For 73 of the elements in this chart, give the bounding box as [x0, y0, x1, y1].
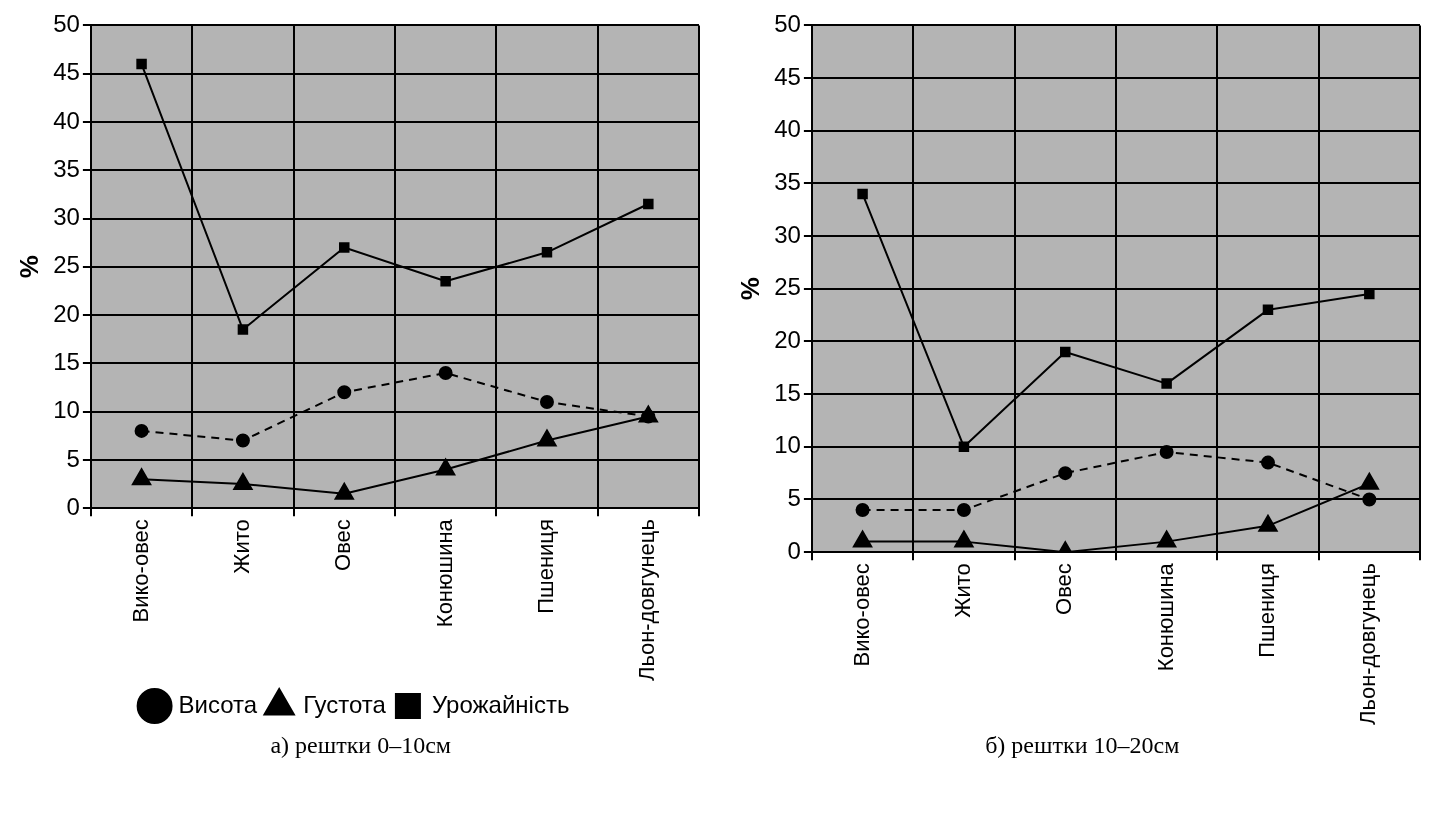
- y-tick-label: 35: [52, 154, 80, 182]
- y-tick-label: 45: [774, 62, 802, 90]
- point: [1258, 514, 1278, 532]
- point: [1262, 304, 1274, 316]
- x-tick-label: Пшениця: [532, 519, 558, 614]
- legend-label: Урожайність: [431, 690, 570, 718]
- y-tick-label: 50: [774, 10, 802, 38]
- point: [233, 473, 253, 491]
- point: [1058, 466, 1073, 481]
- point: [539, 394, 554, 409]
- text: б) рештки 10–20см: [985, 732, 1180, 759]
- y-tick-label: 25: [774, 273, 802, 301]
- x-tick-label: Льон-довгунець: [1355, 563, 1381, 725]
- point: [435, 458, 456, 476]
- text: а) рештки 0–10см: [270, 732, 452, 759]
- y-tick-label: 40: [52, 106, 80, 134]
- x-tick-label: Овес: [330, 519, 356, 571]
- point: [334, 482, 354, 500]
- point: [1161, 378, 1173, 389]
- x-tick-label: Конюшина: [1152, 562, 1178, 672]
- point: [237, 324, 248, 335]
- point: [136, 58, 147, 70]
- point: [857, 188, 869, 200]
- x-tick-label: Вико-овес: [127, 519, 153, 623]
- y-tick-label: 20: [774, 326, 802, 354]
- point: [134, 423, 149, 438]
- x-tick-label: Пшениця: [1254, 563, 1280, 658]
- point: [954, 530, 974, 548]
- point: [338, 242, 350, 253]
- y-tick-label: 20: [52, 299, 80, 327]
- y-tick-label: 5: [66, 444, 80, 472]
- y-tick-label: 30: [52, 203, 80, 231]
- point: [1359, 472, 1380, 490]
- point: [855, 503, 870, 518]
- y-tick-label: 10: [52, 396, 80, 424]
- y-tick-label: 25: [52, 251, 80, 279]
- y-axis-title: %: [735, 277, 766, 301]
- point: [1362, 492, 1377, 507]
- y-tick-label: 40: [774, 115, 802, 143]
- x-tick-label: Конюшина: [431, 518, 457, 628]
- point: [541, 247, 552, 258]
- point: [853, 530, 873, 548]
- y-tick-label: 15: [52, 347, 80, 375]
- y-tick-label: 35: [774, 168, 802, 196]
- y-tick-label: 5: [787, 484, 802, 512]
- point: [642, 198, 654, 210]
- point: [131, 468, 151, 486]
- point: [1060, 346, 1071, 358]
- y-tick-label: 30: [774, 220, 802, 248]
- point: [438, 365, 453, 380]
- point: [958, 441, 970, 453]
- x-tick-label: Овес: [1051, 563, 1077, 615]
- x-tick-label: Вико-овес: [848, 563, 874, 667]
- legend-label: Висота: [178, 690, 258, 718]
- point: [957, 503, 972, 518]
- y-axis-title: %: [13, 255, 44, 279]
- point: [337, 385, 352, 400]
- y-tick-label: 50: [52, 10, 80, 38]
- point: [537, 429, 557, 447]
- y-tick-label: 45: [52, 58, 80, 86]
- y-tick-label: 10: [774, 431, 802, 459]
- y-tick-label: 0: [787, 536, 802, 564]
- legend-label: Густота: [302, 690, 387, 718]
- x-tick-label: Жито: [228, 519, 254, 574]
- point: [1159, 445, 1174, 460]
- x-tick-label: Жито: [950, 563, 976, 618]
- point: [440, 276, 451, 287]
- point: [1261, 455, 1276, 470]
- point: [1157, 530, 1177, 548]
- point: [235, 433, 250, 448]
- y-tick-label: 0: [66, 492, 80, 520]
- y-tick-label: 15: [774, 378, 802, 406]
- x-tick-label: Льон-довгунець: [634, 519, 660, 681]
